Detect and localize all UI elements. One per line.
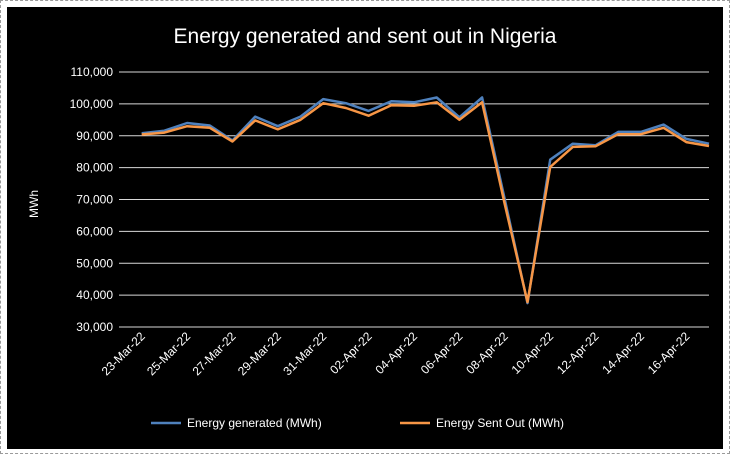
y-tick-label: 30,000 bbox=[76, 320, 113, 334]
x-tick-label: 10-Apr-22 bbox=[509, 329, 557, 377]
legend: Energy generated (MWh) Energy Sent Out (M… bbox=[151, 416, 564, 430]
x-tick-label: 12-Apr-22 bbox=[554, 329, 602, 377]
x-tick-label: 08-Apr-22 bbox=[463, 329, 511, 377]
x-tick-label: 04-Apr-22 bbox=[372, 329, 420, 377]
chart-title: Energy generated and sent out in Nigeria bbox=[174, 25, 557, 48]
x-tick-label: 23-Mar-22 bbox=[99, 329, 148, 378]
x-axis-ticks: 23-Mar-2225-Mar-2227-Mar-2229-Mar-2231-M… bbox=[99, 329, 693, 378]
y-tick-label: 90,000 bbox=[76, 129, 113, 143]
series-lines bbox=[141, 96, 710, 305]
legend-label-2: Energy Sent Out (MWh) bbox=[436, 416, 564, 430]
x-tick-label: 14-Apr-22 bbox=[599, 329, 647, 377]
x-tick-label: 25-Mar-22 bbox=[144, 329, 193, 378]
chart-panel: Energy generated and sent out in Nigeria… bbox=[7, 7, 723, 449]
series-line-1 bbox=[141, 96, 710, 305]
x-tick-label: 27-Mar-22 bbox=[190, 329, 239, 378]
series-line-2 bbox=[141, 101, 710, 304]
x-tick-label: 29-Mar-22 bbox=[235, 329, 284, 378]
y-tick-label: 50,000 bbox=[76, 256, 113, 270]
x-tick-label: 06-Apr-22 bbox=[418, 329, 466, 377]
y-tick-label: 80,000 bbox=[76, 161, 113, 175]
line-chart: Energy generated and sent out in Nigeria… bbox=[27, 25, 710, 430]
y-tick-label: 70,000 bbox=[76, 193, 113, 207]
legend-label-1: Energy generated (MWh) bbox=[187, 416, 322, 430]
y-tick-label: 60,000 bbox=[76, 224, 113, 238]
y-axis-ticks: 30,000 40,000 50,000 60,000 70,000 80,000 90,0… bbox=[70, 65, 114, 334]
y-tick-label: 110,000 bbox=[71, 65, 114, 79]
y-tick-label: 100,000 bbox=[70, 97, 114, 111]
gridlines bbox=[119, 71, 709, 328]
x-tick-label: 02-Apr-22 bbox=[327, 329, 375, 377]
y-axis-label: MWh bbox=[27, 190, 41, 218]
x-tick-label: 16-Apr-22 bbox=[645, 329, 693, 377]
y-tick-label: 40,000 bbox=[76, 288, 113, 302]
x-tick-label: 31-Mar-22 bbox=[280, 329, 329, 378]
